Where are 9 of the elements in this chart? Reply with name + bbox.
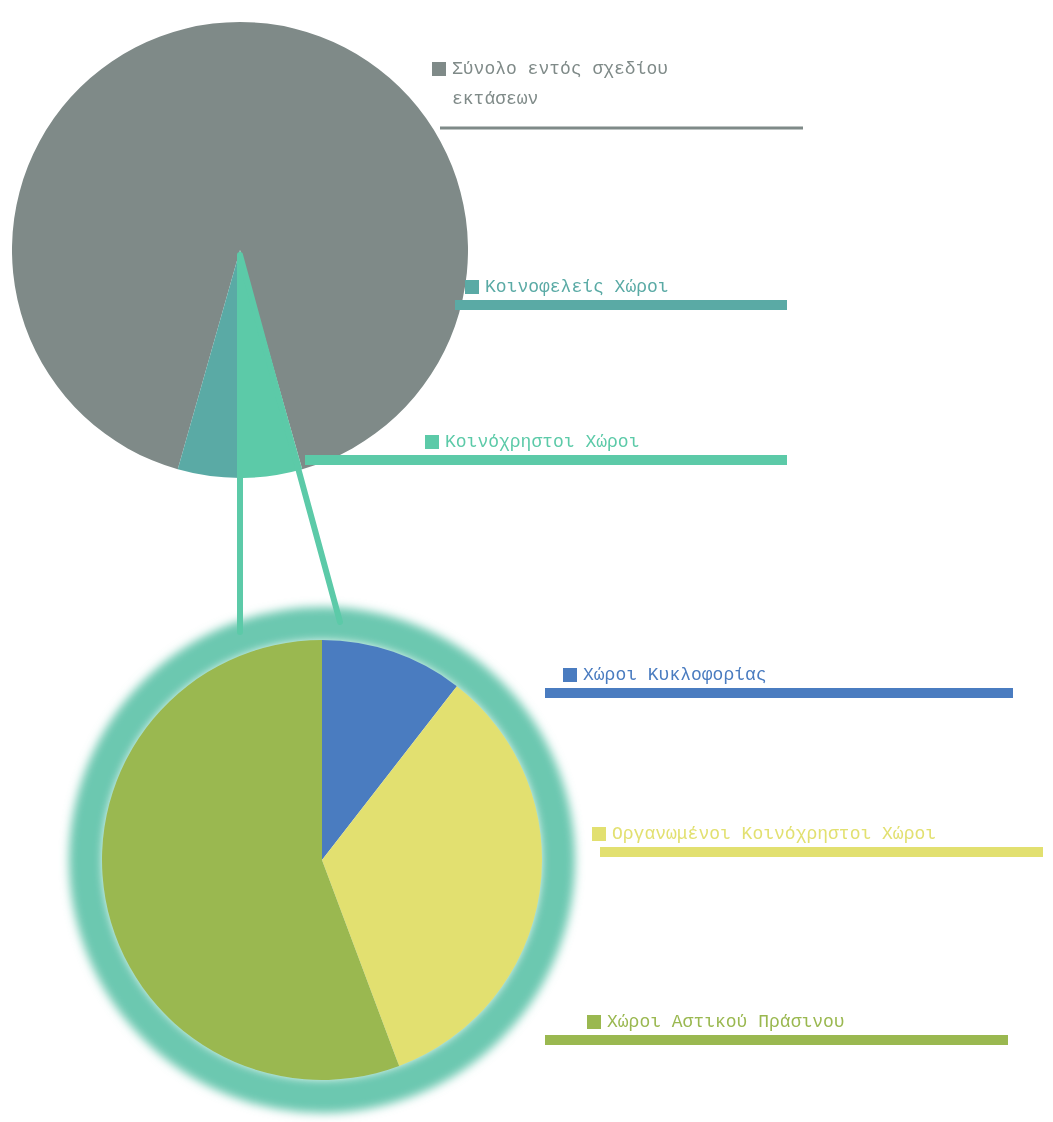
legend-label: Οργανωμένοι Κοινόχρηστοι Χώροι (612, 824, 937, 844)
legend-label: Κοινοφελείς Χώροι (485, 277, 669, 297)
legend-label: Χώροι Κυκλοφορίας (583, 665, 767, 685)
pie-slice (102, 640, 400, 1080)
legend-label: Κοινόχρηστοι Χώροι (445, 432, 640, 452)
legend-label: Σύνολο εντός σχεδίου εκτάσεων (452, 59, 669, 109)
pie-slice (322, 640, 457, 860)
pie-slice (322, 686, 542, 1067)
legend-label: Χώροι Αστικού Πράσινου (607, 1012, 845, 1032)
